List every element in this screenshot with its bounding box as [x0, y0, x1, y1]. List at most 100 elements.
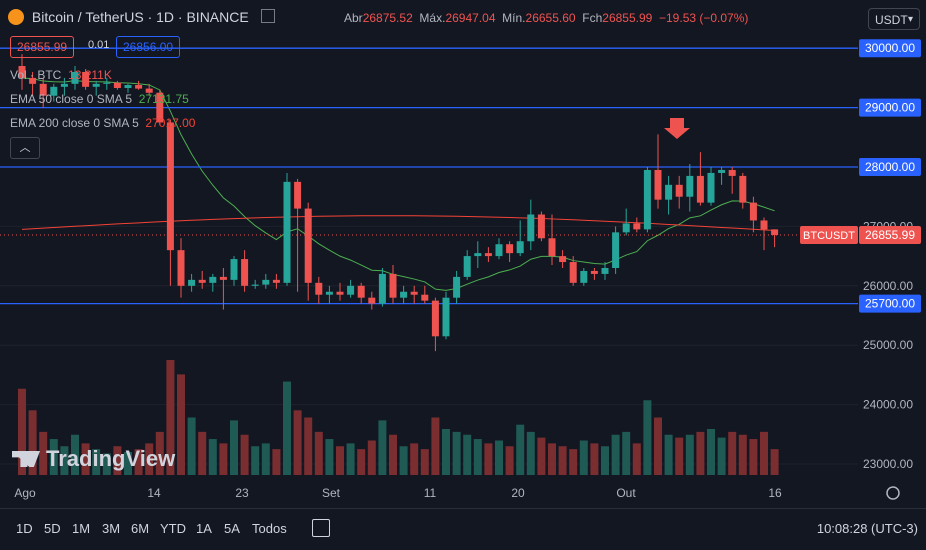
level-tag-label: 30000.00	[865, 41, 915, 55]
timeframe-button[interactable]: 5D	[44, 521, 61, 536]
candle-body	[686, 175, 694, 197]
tradingview-logo-icon	[12, 451, 40, 467]
volume-bar	[145, 443, 154, 475]
price-chart[interactable]: 27000.0026000.0025000.0024000.0023000.00…	[0, 0, 926, 508]
volume-bar	[420, 449, 429, 475]
volume-bar	[272, 449, 281, 475]
volume-bar	[81, 443, 90, 475]
timeframe-button[interactable]: 1M	[72, 521, 91, 536]
candle-body	[198, 279, 206, 283]
volume-bar	[346, 443, 355, 475]
candle-body	[29, 77, 37, 84]
volume-bar	[685, 434, 694, 475]
spread-label: 0.01	[88, 39, 110, 51]
volume-bar	[187, 417, 196, 475]
date-range-icon[interactable]	[312, 519, 330, 537]
volume-bar	[378, 420, 387, 475]
candle-body	[410, 291, 418, 295]
symbol-header[interactable]: Bitcoin / TetherUS · 1D · BINANCE	[8, 9, 275, 25]
volume-bar	[717, 437, 726, 475]
volume-bar	[622, 431, 631, 475]
candle-body	[590, 270, 598, 274]
candle-body	[113, 82, 121, 88]
star-icon[interactable]	[260, 9, 275, 23]
volume-bar	[304, 417, 313, 475]
horizontal-levels	[0, 47, 858, 305]
level-tag-label: 28000.00	[865, 160, 915, 174]
level-tag	[859, 39, 921, 58]
volume-bar	[569, 449, 578, 475]
bottom-toolbar: 1D 5D 1M 3M 6M YTD 1A 5A Todos 10:08:28 (UTC-3)	[0, 508, 926, 550]
candle-body	[760, 220, 768, 230]
volume-indicator[interactable]: Vol · BTC 13.211K	[10, 68, 112, 82]
settings-gear-icon	[886, 486, 900, 500]
time-tick-label: Ago	[14, 486, 36, 500]
volume-bar	[738, 434, 747, 475]
ema200-indicator[interactable]: EMA 200 close 0 SMA 5 27017.00	[10, 116, 196, 130]
timeframe-button[interactable]: YTD	[160, 521, 186, 536]
volume-bar	[601, 446, 609, 475]
candle-body	[718, 169, 726, 173]
candle-body	[612, 232, 620, 268]
volume-bar	[760, 431, 768, 475]
tradingview-watermark: TradingView	[12, 446, 175, 472]
chevron-down-icon: ▾	[907, 14, 913, 25]
timeframe-button[interactable]: 3M	[102, 521, 121, 536]
level-tag	[859, 294, 921, 313]
candle-body	[463, 256, 471, 277]
chevron-up-icon: ︿	[19, 142, 31, 154]
volume-bar	[442, 429, 450, 475]
collapse-indicators-button[interactable]: ︿	[10, 137, 40, 159]
level-tag-label: 25700.00	[865, 297, 915, 311]
timeframe-button[interactable]: 1A	[196, 521, 212, 536]
ohlc-readout: Abr26875.52 Máx.26947.04 Mín.26655.60 Fc…	[344, 11, 749, 25]
volume-bar	[505, 446, 514, 475]
timeframe-button[interactable]: 5A	[224, 521, 240, 536]
candle-body	[728, 169, 736, 176]
time-tick-label: 23	[235, 486, 249, 500]
time-tick-label: Out	[616, 486, 636, 500]
candle-body	[209, 276, 217, 283]
timeframe-button[interactable]: 1D	[16, 521, 33, 536]
candle-body	[559, 256, 567, 263]
sell-price-box[interactable]: 26855.99	[10, 36, 75, 58]
candle-body	[304, 208, 312, 283]
time-tick-label: 16	[768, 486, 782, 500]
candle-body	[18, 66, 26, 78]
candle-body	[315, 282, 323, 295]
symbol-price-tag-label: BTCUSDT	[803, 230, 855, 242]
timeframe-button[interactable]: 6M	[131, 521, 150, 536]
buy-price-box[interactable]: 26856.00	[116, 36, 181, 58]
candle-body	[749, 202, 757, 221]
candles	[18, 54, 779, 352]
currency-select[interactable]: USDT ▾	[868, 8, 920, 30]
volume-bar	[410, 443, 419, 475]
candle-body	[569, 262, 577, 283]
volume-bar	[579, 440, 588, 475]
clock[interactable]: 10:08:28 (UTC-3)	[816, 521, 918, 536]
symbol-title: Bitcoin / TetherUS · 1D · BINANCE	[31, 9, 249, 25]
volume-bar	[251, 446, 260, 475]
volume-bar	[484, 443, 493, 475]
volume-bar	[261, 443, 270, 475]
ema50-indicator[interactable]: EMA 50 close 0 SMA 5 27131.75	[10, 92, 189, 106]
volume-bar	[675, 437, 684, 475]
timeframe-button[interactable]: Todos	[252, 521, 287, 536]
volume-bar	[357, 449, 366, 475]
candle-body	[474, 253, 482, 257]
candle-body	[389, 273, 397, 298]
volume-bar	[495, 440, 503, 475]
candle-body	[675, 184, 683, 197]
volume-bar	[208, 439, 217, 475]
candle-body	[60, 83, 68, 87]
candle-body	[188, 279, 196, 286]
volume-bar	[230, 420, 238, 475]
volume-bar	[166, 360, 175, 475]
volume-bar	[728, 431, 737, 475]
candle-body	[124, 85, 132, 88]
volume-bar	[134, 449, 143, 475]
volume-bar	[219, 443, 228, 475]
candle-body	[696, 175, 704, 203]
candle-body	[548, 238, 556, 257]
candle-body	[336, 291, 344, 295]
